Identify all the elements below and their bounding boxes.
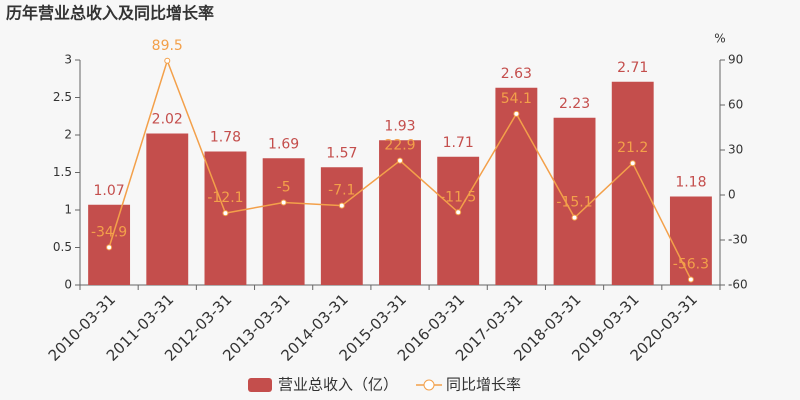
chart-title: 历年营业总收入及同比增长率 [6, 4, 214, 23]
y2-axis-label: % [714, 32, 725, 46]
bar [495, 87, 538, 285]
legend-label: 同比增长率 [446, 376, 521, 394]
line-point [455, 209, 462, 216]
line-value-label: -11.5 [440, 189, 476, 205]
bar [669, 196, 712, 285]
line-value-label: -12.1 [207, 190, 243, 206]
line-value-label: -15.1 [556, 195, 592, 211]
y2-tick-label: 0 [728, 188, 736, 202]
y2-tick-label: -60 [728, 278, 748, 292]
y-tick-label: 1 [64, 203, 72, 217]
line-point [280, 199, 287, 206]
bar-value-label: 1.78 [210, 130, 241, 146]
line-point [164, 57, 171, 64]
y2-tick-label: -30 [728, 233, 748, 247]
bar [204, 151, 247, 285]
y-tick-label: 0 [64, 278, 72, 292]
bar [146, 133, 189, 285]
y2-tick-label: 60 [728, 98, 743, 112]
y2-tick-label: 30 [728, 143, 743, 157]
line-value-label: -34.9 [91, 224, 127, 240]
line-value-label: 89.5 [152, 38, 183, 54]
bar [611, 81, 654, 285]
line-value-label: -5 [277, 180, 291, 196]
bar-value-label: 1.07 [94, 183, 125, 199]
legend-swatch [423, 379, 435, 391]
line-value-label: 22.9 [384, 138, 415, 154]
bar-value-label: 2.63 [501, 66, 532, 82]
bar [262, 158, 305, 285]
line-point [687, 276, 694, 283]
line-value-label: -56.3 [673, 256, 709, 272]
line-value-label: -7.1 [328, 183, 355, 199]
line-point [513, 110, 520, 117]
bar-value-label: 1.93 [384, 118, 415, 134]
bar-value-label: 1.57 [326, 145, 357, 161]
bar-value-label: 1.69 [268, 136, 299, 152]
y-tick-label: 0.5 [53, 240, 72, 254]
y-tick-label: 3 [64, 53, 72, 67]
line-point [629, 160, 636, 167]
bar [320, 167, 363, 285]
bar-value-label: 2.02 [152, 112, 183, 128]
y2-tick-label: 90 [728, 53, 743, 67]
line-point [106, 244, 113, 251]
line-point [571, 214, 578, 221]
bar-value-label: 1.18 [675, 175, 706, 191]
bar-value-label: 1.71 [443, 135, 474, 151]
line-value-label: 54.1 [501, 91, 532, 107]
bar [379, 140, 421, 285]
legend-swatch [248, 378, 272, 392]
line-point [338, 202, 345, 209]
bar-value-label: 2.23 [559, 96, 590, 112]
bar [553, 117, 596, 285]
line-point [397, 157, 403, 164]
bar [437, 156, 480, 285]
y-tick-label: 2 [64, 128, 72, 142]
bar-value-label: 2.71 [617, 60, 648, 76]
line-point [222, 210, 229, 217]
legend-label: 营业总收入（亿） [278, 376, 398, 394]
y-tick-label: 1.5 [53, 165, 72, 179]
line-value-label: 21.2 [617, 140, 648, 156]
y-tick-label: 2.5 [53, 90, 72, 104]
